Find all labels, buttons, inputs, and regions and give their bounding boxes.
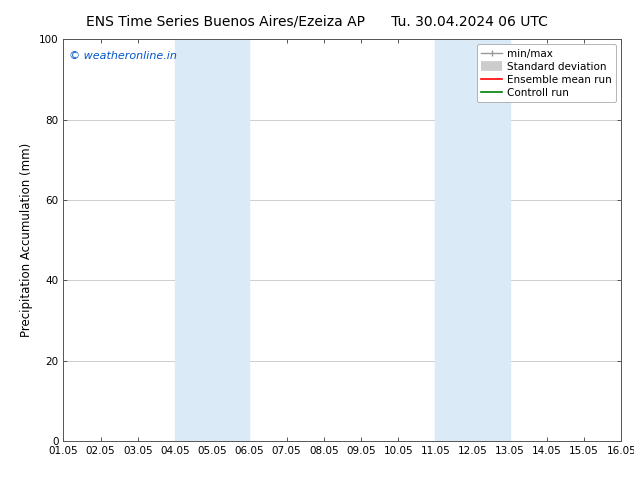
Text: ENS Time Series Buenos Aires/Ezeiza AP      Tu. 30.04.2024 06 UTC: ENS Time Series Buenos Aires/Ezeiza AP T… xyxy=(86,15,548,29)
Bar xyxy=(175,39,249,441)
Legend: min/max, Standard deviation, Ensemble mean run, Controll run: min/max, Standard deviation, Ensemble me… xyxy=(477,45,616,102)
Y-axis label: Precipitation Accumulation (mm): Precipitation Accumulation (mm) xyxy=(20,143,34,337)
Text: © weatheronline.in: © weatheronline.in xyxy=(69,51,177,61)
Bar xyxy=(436,39,510,441)
